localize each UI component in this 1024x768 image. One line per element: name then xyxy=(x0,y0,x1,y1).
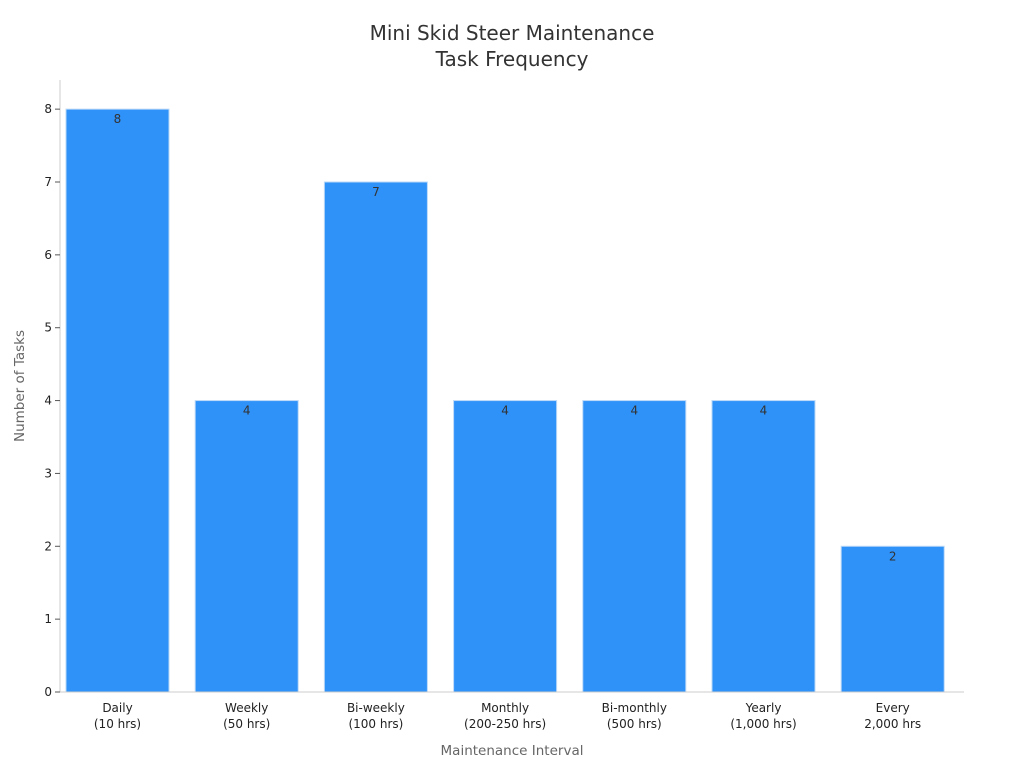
data-label: 7 xyxy=(372,185,380,199)
bar xyxy=(323,181,428,693)
y-tick-label: 2 xyxy=(44,539,52,553)
x-tick-label: (10 hrs) xyxy=(94,717,141,731)
x-tick-label: (500 hrs) xyxy=(607,717,662,731)
x-tick-label: Yearly xyxy=(745,701,782,715)
bar xyxy=(65,108,170,693)
y-tick-label: 1 xyxy=(44,612,52,626)
bars-group xyxy=(65,108,945,693)
x-tick-label: Weekly xyxy=(225,701,268,715)
data-label: 4 xyxy=(243,404,251,418)
x-tick-label: Bi-weekly xyxy=(347,701,405,715)
x-tick-label: Bi-monthly xyxy=(602,701,667,715)
x-tick-label: Every xyxy=(876,701,910,715)
x-ticks-group: Daily (10 hrs) Weekly (50 hrs) Bi-weekly (100… xyxy=(94,701,921,731)
y-tick-label: 3 xyxy=(44,466,52,480)
y-tick-label: 4 xyxy=(44,394,52,408)
bar xyxy=(840,545,945,693)
data-label: 4 xyxy=(501,404,509,418)
data-label: 8 xyxy=(114,112,122,126)
data-label: 2 xyxy=(889,549,897,563)
bar xyxy=(453,400,558,693)
y-axis-title: Number of Tasks xyxy=(12,330,28,442)
y-tick-label: 5 xyxy=(44,321,52,335)
chart-title: Mini Skid Steer Maintenance Task Frequen… xyxy=(370,21,655,71)
bar xyxy=(582,400,687,693)
chart-title-line-1: Mini Skid Steer Maintenance xyxy=(370,21,655,45)
data-label: 4 xyxy=(630,404,638,418)
x-tick-label: Daily xyxy=(102,701,132,715)
x-tick-label: (100 hrs) xyxy=(348,717,403,731)
y-tick-label: 8 xyxy=(44,102,52,116)
x-tick-label: (1,000 hrs) xyxy=(730,717,796,731)
y-tick-label: 7 xyxy=(44,175,52,189)
y-ticks-group: 0 1 2 3 4 5 6 7 8 xyxy=(44,102,60,699)
y-tick-label: 0 xyxy=(44,685,52,699)
chart-title-line-2: Task Frequency xyxy=(435,47,589,71)
data-label: 4 xyxy=(760,404,768,418)
x-axis-title: Maintenance Interval xyxy=(441,743,584,759)
y-tick-label: 6 xyxy=(44,248,52,262)
x-tick-label: (200-250 hrs) xyxy=(464,717,546,731)
x-tick-label: Monthly xyxy=(481,701,529,715)
x-tick-label: (50 hrs) xyxy=(223,717,270,731)
bar xyxy=(194,400,299,693)
data-labels-group: 8 4 7 4 4 4 2 xyxy=(114,112,897,563)
bar xyxy=(711,400,816,693)
x-tick-label: 2,000 hrs xyxy=(864,717,921,731)
